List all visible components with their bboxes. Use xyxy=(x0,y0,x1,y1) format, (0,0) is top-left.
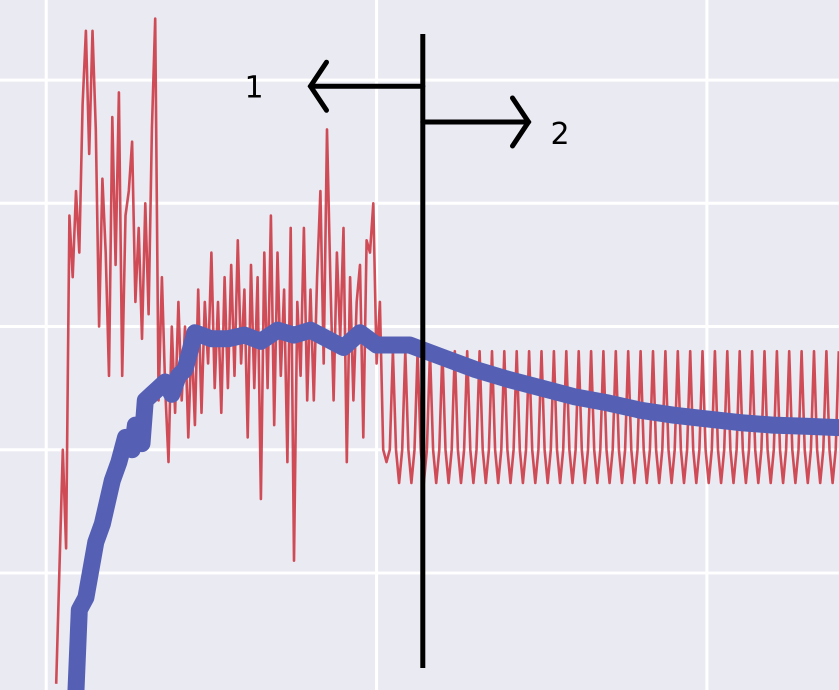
right-arrow-icon xyxy=(420,95,532,149)
region-1-label: 1 xyxy=(244,70,263,105)
series-raw-line xyxy=(54,17,839,684)
arrow-head xyxy=(307,59,329,113)
series-layer xyxy=(54,17,839,690)
annotation-layer: 1 2 xyxy=(244,34,570,668)
series-smoothed-line xyxy=(67,321,839,690)
region-2-label: 2 xyxy=(551,117,570,152)
left-arrow-icon xyxy=(307,59,426,113)
arrow-head xyxy=(510,95,532,149)
